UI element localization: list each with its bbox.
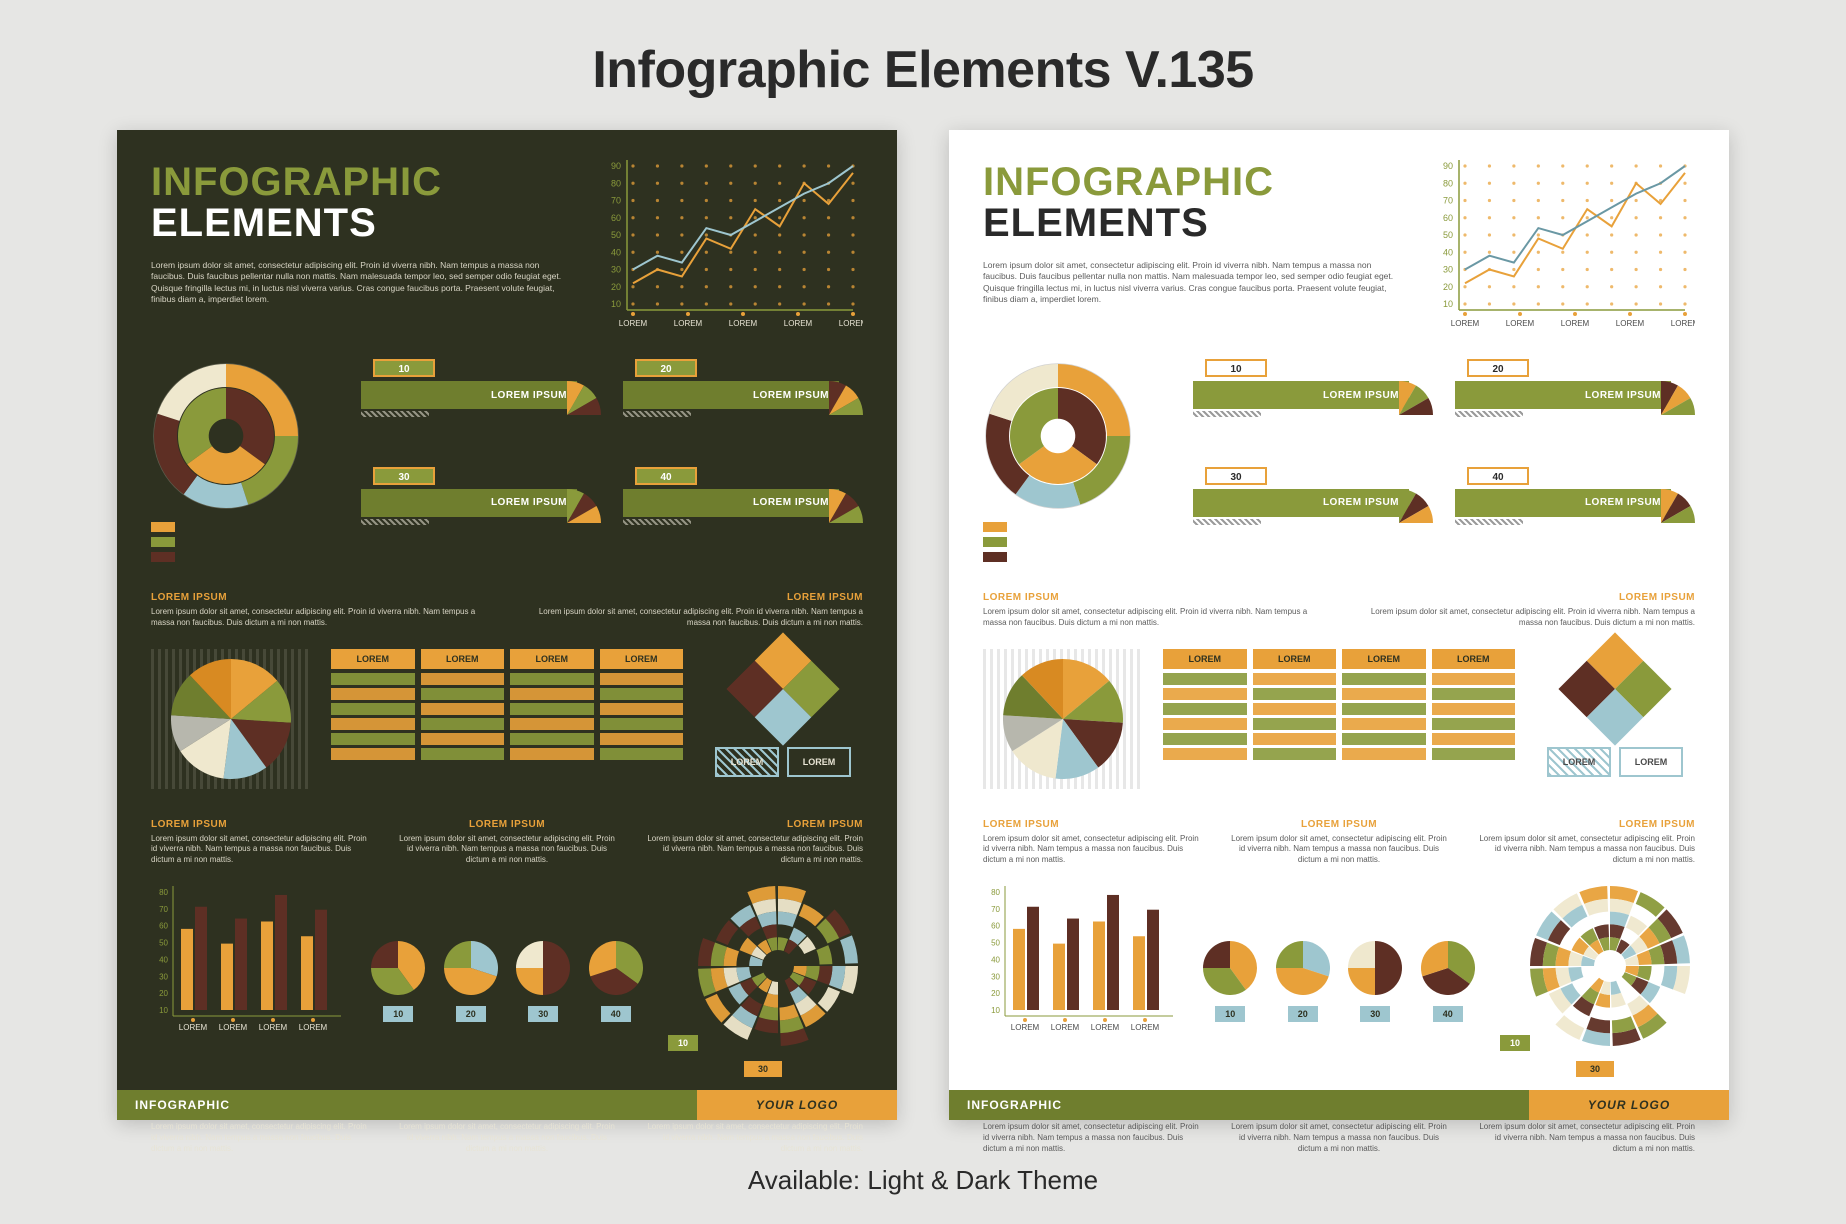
banner-item: 40LOREM IPSUM (1455, 469, 1695, 527)
svg-text:30: 30 (611, 265, 621, 275)
svg-text:80: 80 (991, 888, 1000, 897)
svg-text:20: 20 (159, 989, 168, 998)
svg-text:80: 80 (159, 888, 168, 897)
panels-row: INFOGRAPHICELEMENTSLorem ipsum dolor sit… (0, 130, 1846, 1120)
svg-text:90: 90 (1443, 161, 1453, 171)
title-line-2: ELEMENTS (151, 201, 581, 246)
pie-chart (151, 649, 311, 789)
svg-text:LOREM: LOREM (1506, 319, 1535, 328)
svg-text:70: 70 (159, 905, 168, 914)
svg-text:60: 60 (611, 213, 621, 223)
nested-donut (983, 361, 1173, 562)
svg-text:90: 90 (611, 161, 621, 171)
svg-text:30: 30 (1443, 265, 1453, 275)
svg-text:50: 50 (991, 939, 1000, 948)
data-table: LOREMLOREMLOREMLOREM (1163, 649, 1515, 789)
nested-donut (151, 361, 341, 562)
title-line-2: ELEMENTS (983, 201, 1413, 246)
panel-light: INFOGRAPHICELEMENTS Lorem ipsum dolor sit… (949, 130, 1729, 1120)
svg-text:LOREM: LOREM (729, 319, 758, 328)
svg-text:60: 60 (991, 922, 1000, 931)
banner-item: 20LOREM IPSUM (623, 361, 863, 419)
svg-text:40: 40 (159, 955, 168, 964)
bar-chart: 10 20 30 40 50 60 70 80 LOREM LOREM LOREM LOREM (151, 886, 351, 1077)
svg-text:20: 20 (1443, 282, 1453, 292)
svg-text:LOREM: LOREM (1091, 1023, 1120, 1032)
banner-grid: 10LOREM IPSUM 20LOREM IPSUM 30LOREM IPSUM 4… (1193, 361, 1695, 562)
svg-text:LOREM: LOREM (1616, 319, 1645, 328)
page-title: Infographic Elements V.135 (0, 0, 1846, 130)
banner-grid: 10LOREM IPSUM 20LOREM IPSUM 30LOREM IPSUM 4… (361, 361, 863, 562)
line-chart: 10 20 30 40 50 60 70 80 90 LOREM LOREM LOREM LOREM LO… (603, 160, 863, 341)
svg-text:LOREM: LOREM (1051, 1023, 1080, 1032)
svg-text:80: 80 (1443, 178, 1453, 188)
mini-pie-row: 10203040 (371, 886, 643, 1077)
svg-text:40: 40 (611, 247, 621, 257)
mini-pie-row: 10203040 (1203, 886, 1475, 1077)
pie-chart (983, 649, 1143, 789)
svg-text:LOREM: LOREM (674, 319, 703, 328)
svg-text:LOREM: LOREM (259, 1023, 288, 1032)
panel-footer: INFOGRAPHICYOUR LOGO (949, 1090, 1729, 1120)
svg-text:LOREM: LOREM (219, 1023, 248, 1032)
title-line-1: INFOGRAPHIC (151, 160, 581, 205)
svg-text:LOREM: LOREM (1671, 319, 1695, 328)
svg-text:LOREM: LOREM (1561, 319, 1590, 328)
svg-text:70: 70 (991, 905, 1000, 914)
svg-text:LOREM: LOREM (1011, 1023, 1040, 1032)
radial-chart: 1030 (663, 886, 863, 1077)
svg-text:30: 30 (159, 972, 168, 981)
banner-item: 40LOREM IPSUM (623, 469, 863, 527)
svg-text:10: 10 (159, 1006, 168, 1015)
svg-text:60: 60 (159, 922, 168, 931)
svg-text:40: 40 (991, 955, 1000, 964)
data-table: LOREMLOREMLOREMLOREM (331, 649, 683, 789)
page-subtitle: Available: Light & Dark Theme (0, 1165, 1846, 1196)
svg-text:10: 10 (1443, 299, 1453, 309)
title-line-1: INFOGRAPHIC (983, 160, 1413, 205)
svg-text:LOREM: LOREM (784, 319, 813, 328)
svg-text:60: 60 (1443, 213, 1453, 223)
svg-text:50: 50 (159, 939, 168, 948)
svg-text:LOREM: LOREM (1451, 319, 1480, 328)
svg-text:10: 10 (991, 1006, 1000, 1015)
banner-item: 30LOREM IPSUM (361, 469, 601, 527)
svg-text:LOREM: LOREM (839, 319, 863, 328)
svg-text:LOREM: LOREM (179, 1023, 208, 1032)
banner-item: 30LOREM IPSUM (1193, 469, 1433, 527)
intro-text: Lorem ipsum dolor sit amet, consectetur … (983, 260, 1403, 306)
banner-item: 10LOREM IPSUM (1193, 361, 1433, 419)
svg-text:LOREM: LOREM (299, 1023, 328, 1032)
diamond-graphic: LOREMLOREM (703, 649, 863, 789)
diamond-graphic: LOREMLOREM (1535, 649, 1695, 789)
svg-text:LOREM: LOREM (1131, 1023, 1160, 1032)
svg-text:50: 50 (1443, 230, 1453, 240)
svg-text:LOREM: LOREM (619, 319, 648, 328)
svg-text:80: 80 (611, 178, 621, 188)
svg-text:70: 70 (1443, 196, 1453, 206)
svg-text:40: 40 (1443, 247, 1453, 257)
radial-chart: 1030 (1495, 886, 1695, 1077)
line-chart: 10 20 30 40 50 60 70 80 90 LOREM LOREM LOREM LOREM LO… (1435, 160, 1695, 341)
panel-dark: INFOGRAPHICELEMENTS Lorem ipsum dolor sit… (117, 130, 897, 1120)
intro-text: Lorem ipsum dolor sit amet, consectetur … (151, 260, 571, 306)
svg-text:50: 50 (611, 230, 621, 240)
svg-text:20: 20 (991, 989, 1000, 998)
svg-text:70: 70 (611, 196, 621, 206)
svg-text:30: 30 (991, 972, 1000, 981)
banner-item: 10LOREM IPSUM (361, 361, 601, 419)
banner-item: 20LOREM IPSUM (1455, 361, 1695, 419)
svg-text:20: 20 (611, 282, 621, 292)
bar-chart: 10 20 30 40 50 60 70 80 LOREM LOREM LOREM LOREM (983, 886, 1183, 1077)
panel-footer: INFOGRAPHICYOUR LOGO (117, 1090, 897, 1120)
svg-text:10: 10 (611, 299, 621, 309)
